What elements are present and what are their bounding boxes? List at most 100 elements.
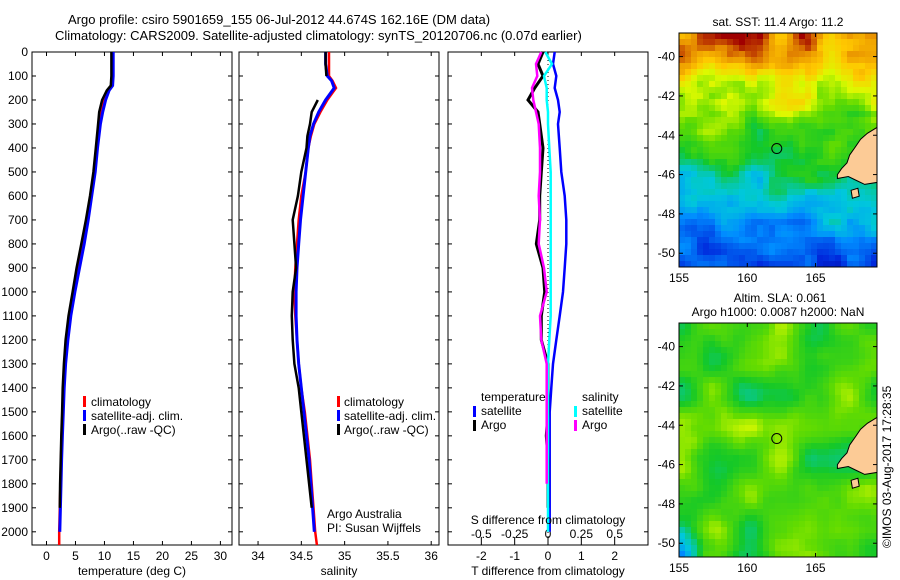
series-line-argo-raw-qc- xyxy=(58,52,113,508)
heatmap-cell xyxy=(817,45,823,51)
heatmap-cell xyxy=(775,261,781,267)
heatmap-cell xyxy=(691,497,697,503)
y-tick-label: 1100 xyxy=(2,309,28,323)
heatmap-cell xyxy=(787,45,793,51)
heatmap-cell xyxy=(691,449,697,455)
heatmap-cell xyxy=(679,533,685,539)
heatmap-cell xyxy=(703,177,709,183)
heatmap-cell xyxy=(853,87,859,93)
heatmap-cell xyxy=(751,473,757,479)
heatmap-cell xyxy=(775,413,781,419)
heatmap-cell xyxy=(685,75,691,81)
heatmap-cell xyxy=(793,443,799,449)
heatmap-cell xyxy=(679,425,685,431)
heatmap-cell xyxy=(787,105,793,111)
heatmap-cell xyxy=(859,347,865,353)
heatmap-cell xyxy=(757,323,763,329)
heatmap-cell xyxy=(823,183,829,189)
heatmap-cell xyxy=(715,261,721,267)
heatmap-cell xyxy=(679,371,685,377)
heatmap-cell xyxy=(835,527,841,533)
t-difference-xlabel: T difference from climatology xyxy=(471,564,625,578)
heatmap-cell xyxy=(793,261,799,267)
heatmap-cell xyxy=(805,461,811,467)
heatmap-cell xyxy=(745,201,751,207)
heatmap-cell xyxy=(817,99,823,105)
heatmap-cell xyxy=(679,485,685,491)
heatmap-cell xyxy=(763,413,769,419)
heatmap-cell xyxy=(733,111,739,117)
heatmap-cell xyxy=(763,39,769,45)
heatmap-cell xyxy=(817,401,823,407)
heatmap-cell xyxy=(817,443,823,449)
heatmap-cell xyxy=(733,45,739,51)
heatmap-cell xyxy=(841,237,847,243)
heatmap-cell xyxy=(841,437,847,443)
heatmap-cell xyxy=(793,219,799,225)
heatmap-cell xyxy=(781,383,787,389)
heatmap-cell xyxy=(829,123,835,129)
heatmap-cell xyxy=(745,389,751,395)
legend-swatch-s-satellite xyxy=(574,406,577,417)
heatmap-cell xyxy=(787,243,793,249)
heatmap-cell xyxy=(679,443,685,449)
heatmap-cell xyxy=(703,243,709,249)
heatmap-cell xyxy=(763,153,769,159)
heatmap-cell xyxy=(679,377,685,383)
heatmap-cell xyxy=(763,159,769,165)
legend-swatch-argo xyxy=(337,424,340,435)
heatmap-cell xyxy=(745,479,751,485)
heatmap-cell xyxy=(823,485,829,491)
heatmap-cell xyxy=(703,485,709,491)
heatmap-cell xyxy=(853,533,859,539)
series-line-argo-raw-qc- xyxy=(324,52,328,77)
heatmap-cell xyxy=(787,323,793,329)
heatmap-cell xyxy=(841,545,847,551)
heatmap-cell xyxy=(697,359,703,365)
heatmap-cell xyxy=(799,87,805,93)
heatmap-cell xyxy=(757,183,763,189)
heatmap-cell xyxy=(841,473,847,479)
heatmap-cell xyxy=(829,51,835,57)
heatmap-cell xyxy=(763,111,769,117)
heatmap-cell xyxy=(859,219,865,225)
heatmap-cell xyxy=(841,551,847,557)
heatmap-cell xyxy=(691,129,697,135)
heatmap-cell xyxy=(685,491,691,497)
heatmap-cell xyxy=(841,153,847,159)
heatmap-cell xyxy=(841,443,847,449)
heatmap-cell xyxy=(787,249,793,255)
heatmap-cell xyxy=(793,491,799,497)
heatmap-cell xyxy=(781,497,787,503)
heatmap-cell xyxy=(697,353,703,359)
heatmap-cell xyxy=(757,135,763,141)
heatmap-cell xyxy=(745,219,751,225)
heatmap-cell xyxy=(727,93,733,99)
heatmap-cell xyxy=(787,491,793,497)
heatmap-cell xyxy=(751,461,757,467)
heatmap-cell xyxy=(709,93,715,99)
heatmap-cell xyxy=(751,521,757,527)
heatmap-cell xyxy=(715,359,721,365)
heatmap-cell xyxy=(679,491,685,497)
heatmap-cell xyxy=(847,45,853,51)
heatmap-cell xyxy=(853,347,859,353)
heatmap-cell xyxy=(865,249,871,255)
heatmap-cell xyxy=(697,341,703,347)
heatmap-cell xyxy=(691,117,697,123)
heatmap-cell xyxy=(685,329,691,335)
heatmap-cell xyxy=(703,383,709,389)
heatmap-cell xyxy=(841,401,847,407)
heatmap-cell xyxy=(757,521,763,527)
heatmap-cell xyxy=(685,539,691,545)
heatmap-cell xyxy=(751,527,757,533)
heatmap-cell xyxy=(727,407,733,413)
heatmap-cell xyxy=(865,51,871,57)
heatmap-cell xyxy=(811,243,817,249)
heatmap-cell xyxy=(733,491,739,497)
heatmap-cell xyxy=(841,81,847,87)
heatmap-cell xyxy=(811,69,817,75)
heatmap-cell xyxy=(745,335,751,341)
heatmap-cell xyxy=(799,165,805,171)
heatmap-cell xyxy=(733,33,739,39)
